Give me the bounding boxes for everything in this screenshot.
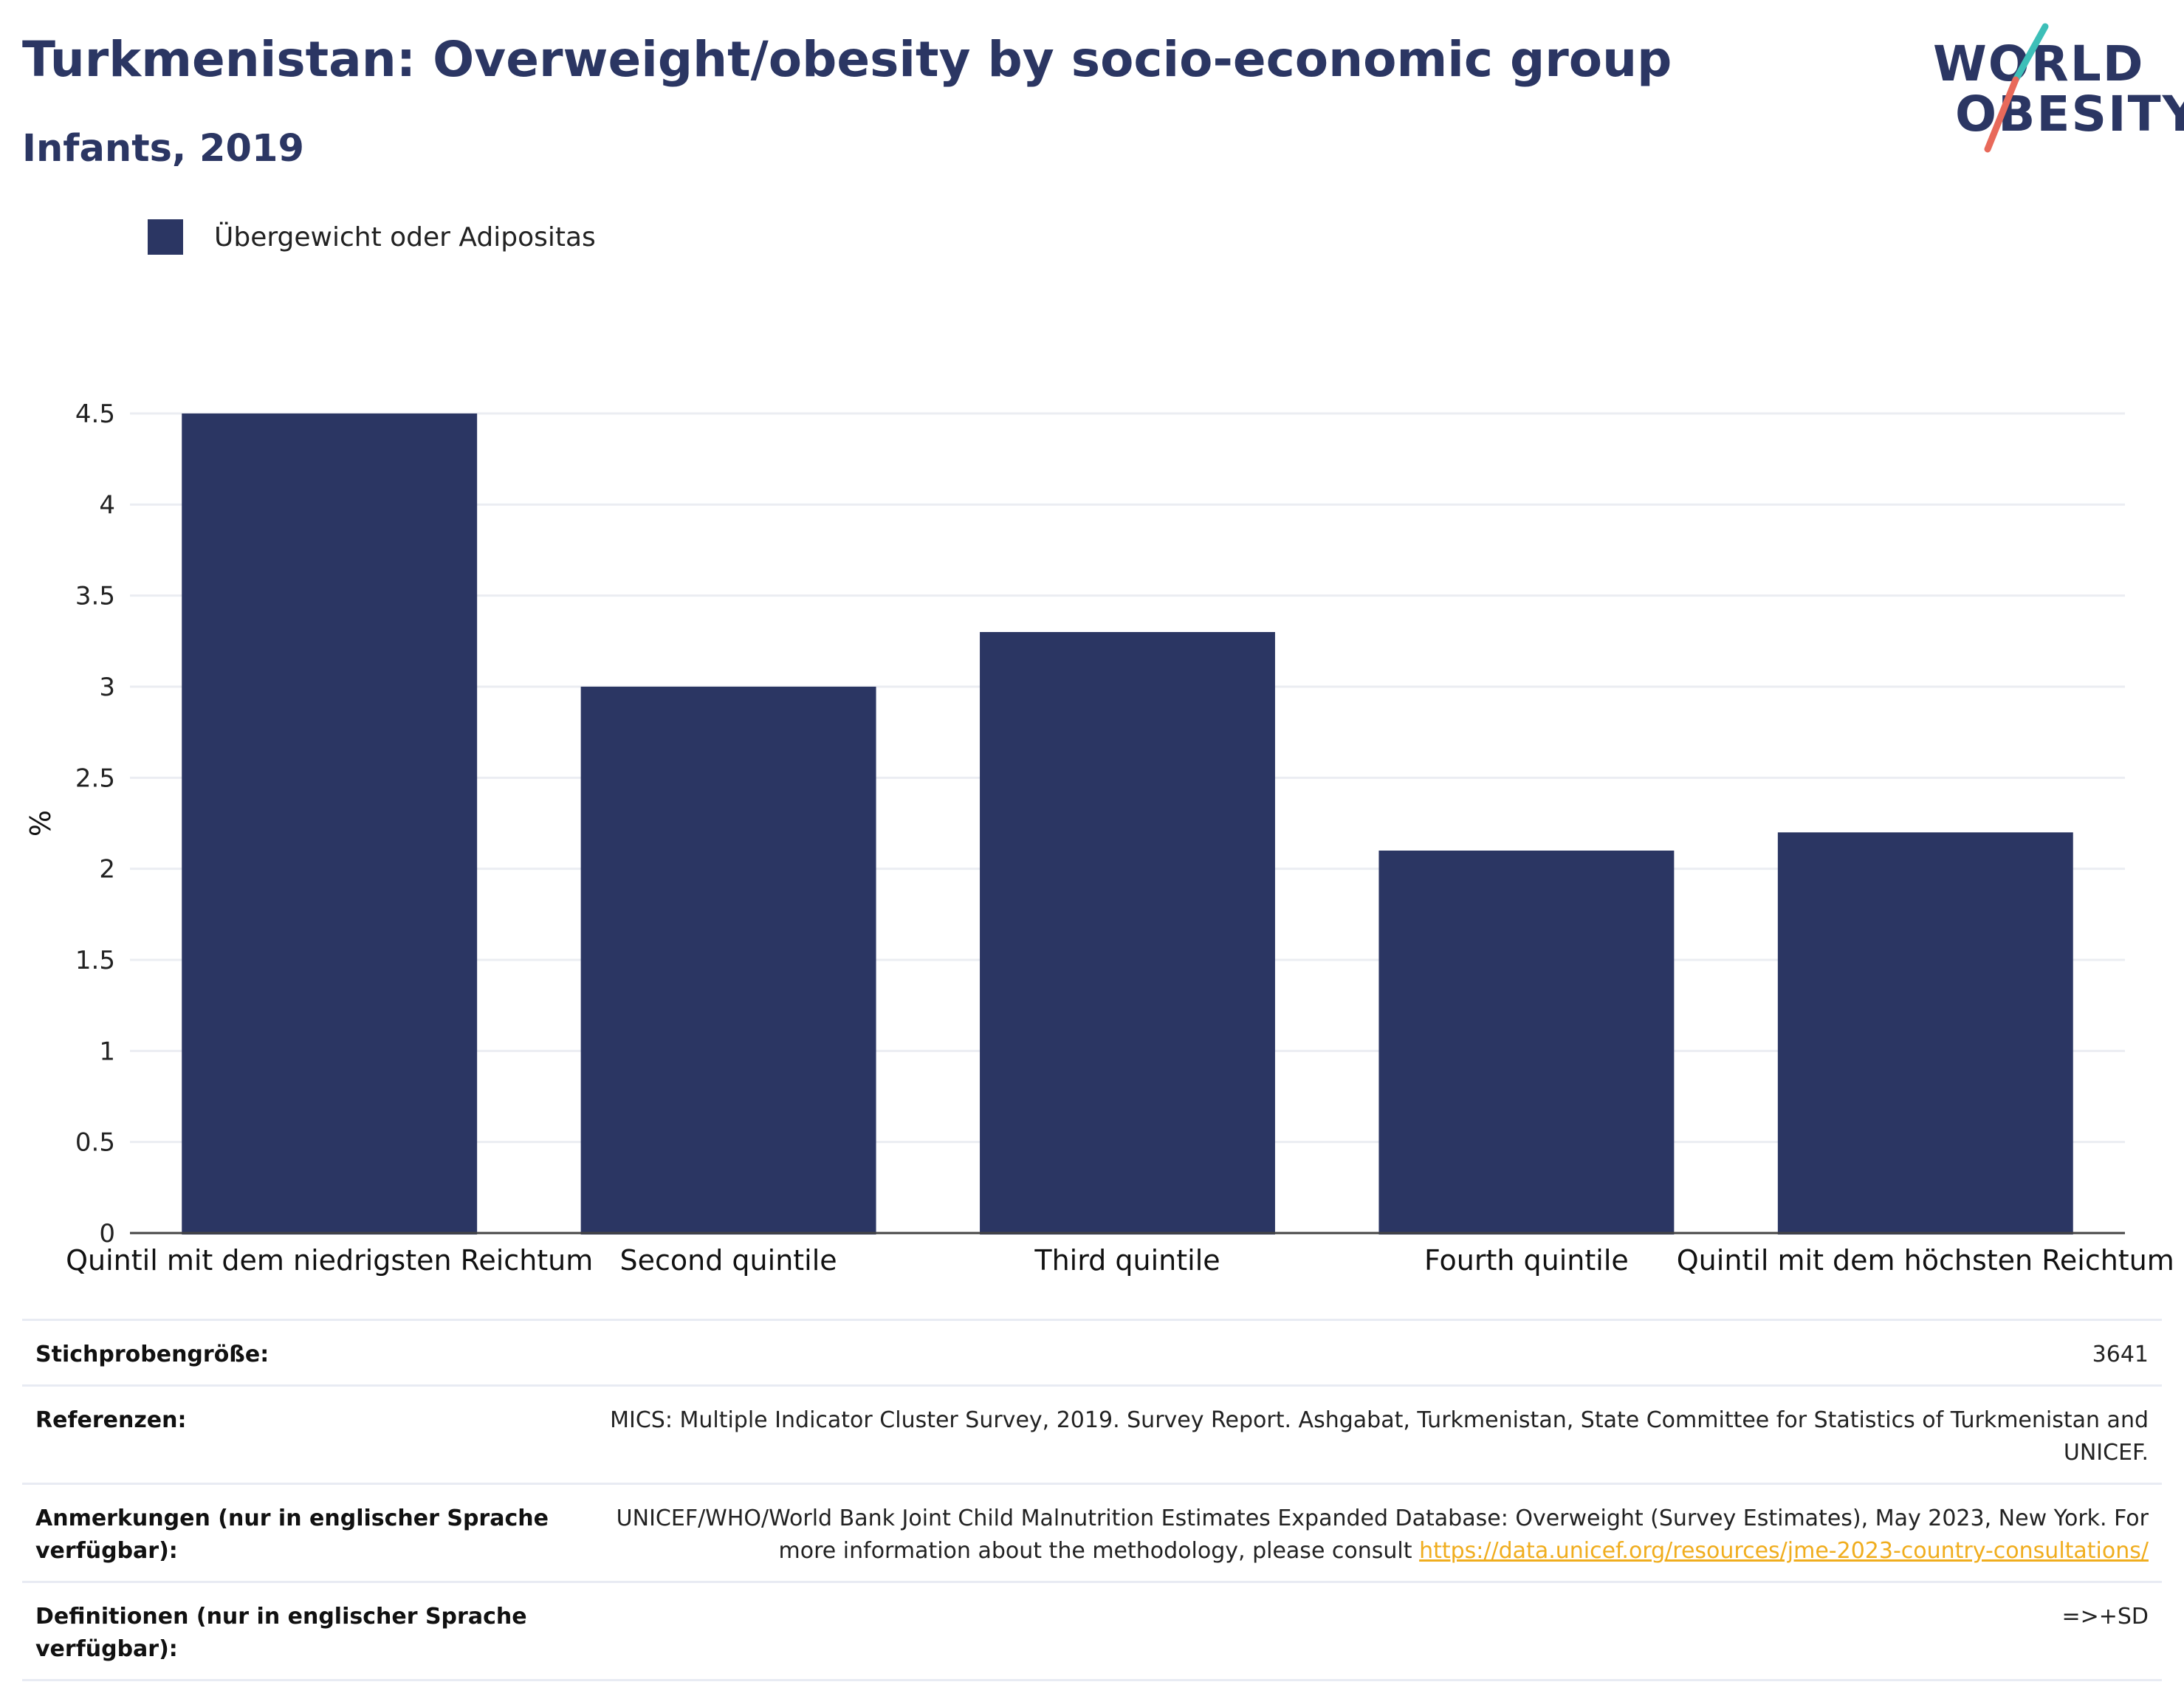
info-row-sample-size: Stichprobengröße: 3641 — [22, 1319, 2162, 1384]
info-table: Stichprobengröße: 3641 Referenzen: MICS:… — [22, 1319, 2162, 1681]
bar[interactable] — [1777, 832, 2073, 1235]
x-tick-label: Third quintile — [1034, 1244, 1220, 1277]
y-axis-title: % — [24, 810, 57, 837]
y-tick-label: 0 — [99, 1219, 115, 1249]
chart-title: Turkmenistan: Overweight/obesity by soci… — [22, 31, 1672, 88]
info-row-notes: Anmerkungen (nur in englischer Sprache v… — [22, 1483, 2162, 1581]
legend-label: Übergewicht oder Adipositas — [214, 222, 596, 253]
y-tick-label: 4.5 — [75, 399, 115, 429]
sample-size-key: Stichprobengröße: — [35, 1342, 269, 1367]
info-row-references: Referenzen: MICS: Multiple Indicator Clu… — [22, 1384, 2162, 1483]
sample-size-value: 3641 — [2092, 1342, 2149, 1367]
y-tick-label: 2 — [99, 855, 115, 885]
methodology-link[interactable]: https://data.unicef.org/resources/jme-20… — [1419, 1538, 2149, 1564]
world-obesity-logo: WORLD OBESITY — [1920, 21, 2184, 161]
chart-subtitle: Infants, 2019 — [22, 127, 305, 171]
y-tick-label: 2.5 — [75, 763, 115, 793]
bar-chart: 0 0.5 1 1.5 2 2.5 3 3.5 4 4.5 Quintil mit dem nie… — [24, 399, 2174, 1277]
definitions-key: Definitionen (nur in englischer Sprache … — [35, 1604, 527, 1662]
notes-value-wrap: UNICEF/WHO/World Bank Joint Child Malnut… — [569, 1503, 2149, 1568]
bar[interactable] — [1378, 851, 1675, 1235]
legend-swatch — [148, 219, 183, 255]
x-tick-label: Fourth quintile — [1424, 1244, 1629, 1277]
notes-key: Anmerkungen (nur in englischer Sprache v… — [35, 1506, 549, 1564]
y-tick-label: 1 — [99, 1037, 115, 1066]
y-tick-label: 1.5 — [75, 946, 115, 975]
info-row-definitions: Definitionen (nur in englischer Sprache … — [22, 1581, 2162, 1681]
x-tick-label: Quintil mit dem höchsten Reichtum — [1677, 1244, 2174, 1277]
y-tick-label: 4 — [99, 490, 115, 520]
y-tick-label: 3 — [99, 673, 115, 702]
references-value: MICS: Multiple Indicator Cluster Survey,… — [610, 1407, 2149, 1466]
references-key: Referenzen: — [35, 1407, 187, 1433]
bar[interactable] — [980, 632, 1275, 1235]
definitions-value: =>+SD — [2061, 1604, 2149, 1630]
logo-slash-icon — [1984, 23, 2049, 153]
y-tick-label: 0.5 — [75, 1128, 115, 1158]
y-tick-label: 3.5 — [75, 582, 115, 611]
x-tick-label: Quintil mit dem niedrigsten Reichtum — [66, 1244, 593, 1277]
bar[interactable] — [182, 413, 478, 1235]
notes-value: UNICEF/WHO/World Bank Joint Child Malnut… — [616, 1506, 2149, 1564]
x-tick-label: Second quintile — [620, 1244, 837, 1277]
bar[interactable] — [580, 687, 876, 1235]
legend: Übergewicht oder Adipositas — [148, 219, 596, 255]
